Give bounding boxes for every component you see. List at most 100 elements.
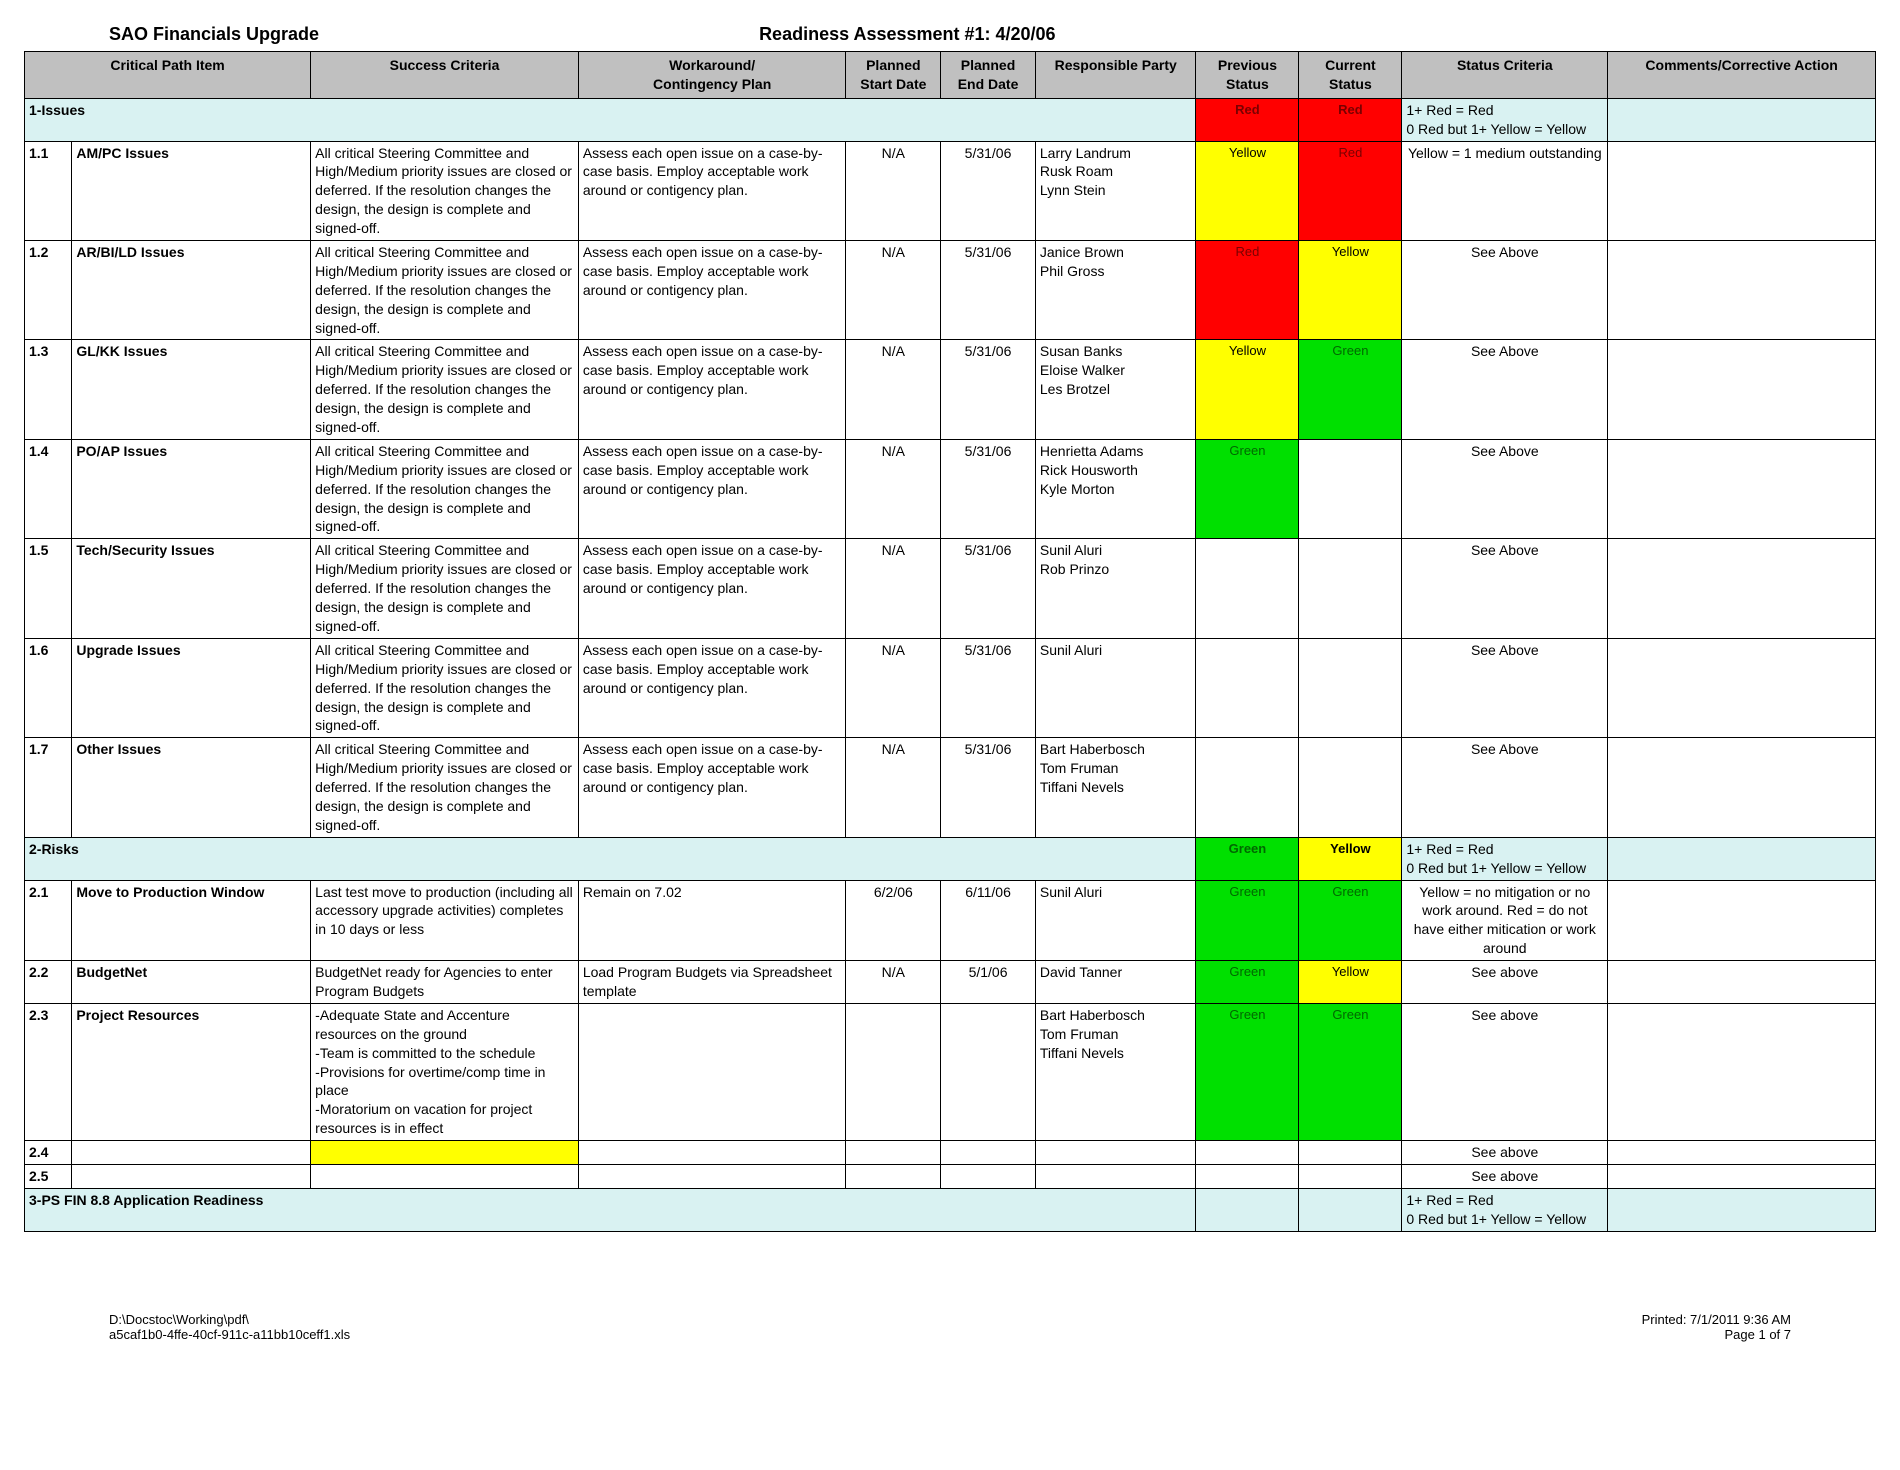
status-cell xyxy=(1299,539,1402,638)
status-criteria: Yellow = 1 medium outstanding xyxy=(1402,141,1608,240)
planned-end-date: 5/31/06 xyxy=(941,738,1036,837)
planned-end-date: 5/31/06 xyxy=(941,539,1036,638)
status-cell: Yellow xyxy=(1196,141,1299,240)
planned-end-date: 5/31/06 xyxy=(941,638,1036,737)
status-cell xyxy=(1196,539,1299,638)
success-criteria: All critical Steering Committee and High… xyxy=(311,539,579,638)
status-cell: Yellow xyxy=(1299,837,1402,880)
status-cell: Green xyxy=(1196,837,1299,880)
section-status-criteria: 1+ Red = Red0 Red but 1+ Yellow = Yellow xyxy=(1402,837,1608,880)
header-right-title: Readiness Assessment #1: 4/20/06 xyxy=(759,24,1056,45)
planned-end-date: 5/31/06 xyxy=(941,439,1036,538)
critical-path-item: BudgetNet xyxy=(72,961,311,1004)
success-criteria: All critical Steering Committee and High… xyxy=(311,340,579,439)
status-criteria: See Above xyxy=(1402,638,1608,737)
row-number: 1.2 xyxy=(25,241,72,340)
row-number: 1.4 xyxy=(25,439,72,538)
table-row: 1.7Other IssuesAll critical Steering Com… xyxy=(25,738,1876,837)
footer-filepath: D:\Docstoc\Working\pdf\ a5caf1b0-4ffe-40… xyxy=(109,1312,350,1342)
status-cell xyxy=(1299,1188,1402,1231)
planned-start-date: N/A xyxy=(846,241,941,340)
corrective-action xyxy=(1608,1141,1876,1165)
responsible-party: David Tanner xyxy=(1035,961,1196,1004)
table-row: 1.5Tech/Security IssuesAll critical Stee… xyxy=(25,539,1876,638)
table-row: 2.3Project Resources-Adequate State and … xyxy=(25,1003,1876,1140)
critical-path-item: PO/AP Issues xyxy=(72,439,311,538)
success-criteria: -Adequate State and Accenture resources … xyxy=(311,1003,579,1140)
section-row: 3-PS FIN 8.8 Application Readiness 1+ Red… xyxy=(25,1188,1876,1231)
planned-start-date: N/A xyxy=(846,961,941,1004)
success-criteria: All critical Steering Committee and High… xyxy=(311,638,579,737)
status-criteria: See above xyxy=(1402,1164,1608,1188)
critical-path-item: AR/BI/LD Issues xyxy=(72,241,311,340)
column-header: Workaround/Contingency Plan xyxy=(578,52,846,99)
workaround xyxy=(578,1164,846,1188)
footer-path-line2: a5caf1b0-4ffe-40cf-911c-a11bb10ceff1.xls xyxy=(109,1327,350,1342)
table-row: 2.5See above xyxy=(25,1164,1876,1188)
responsible-party: Sunil Aluri xyxy=(1035,880,1196,961)
corrective-action xyxy=(1608,880,1876,961)
planned-end-date: 6/11/06 xyxy=(941,880,1036,961)
critical-path-item: Project Resources xyxy=(72,1003,311,1140)
section-status-criteria: 1+ Red = Red0 Red but 1+ Yellow = Yellow xyxy=(1402,1188,1608,1231)
planned-start-date: 6/2/06 xyxy=(846,880,941,961)
corrective-action xyxy=(1608,1003,1876,1140)
status-cell xyxy=(1299,1141,1402,1165)
status-cell xyxy=(1299,439,1402,538)
workaround: Assess each open issue on a case-by-case… xyxy=(578,340,846,439)
corrective-action xyxy=(1608,961,1876,1004)
corrective-action xyxy=(1608,241,1876,340)
section-corrective xyxy=(1608,1188,1876,1231)
critical-path-item xyxy=(72,1141,311,1165)
row-number: 1.7 xyxy=(25,738,72,837)
footer-page: Page 1 of 7 xyxy=(1642,1327,1791,1342)
status-cell xyxy=(1196,738,1299,837)
status-cell: Red xyxy=(1299,141,1402,240)
workaround xyxy=(578,1003,846,1140)
status-cell xyxy=(1196,638,1299,737)
success-criteria: Last test move to production (including … xyxy=(311,880,579,961)
planned-end-date: 5/31/06 xyxy=(941,141,1036,240)
workaround: Assess each open issue on a case-by-case… xyxy=(578,539,846,638)
responsible-party: Bart HaberboschTom FrumanTiffani Nevels xyxy=(1035,738,1196,837)
status-cell: Red xyxy=(1196,98,1299,141)
table-row: 1.2AR/BI/LD IssuesAll critical Steering … xyxy=(25,241,1876,340)
status-cell: Green xyxy=(1196,439,1299,538)
workaround: Assess each open issue on a case-by-case… xyxy=(578,241,846,340)
status-cell xyxy=(1196,1188,1299,1231)
critical-path-item: AM/PC Issues xyxy=(72,141,311,240)
row-number: 1.6 xyxy=(25,638,72,737)
footer-printed: Printed: 7/1/2011 9:36 AM xyxy=(1642,1312,1791,1327)
table-header: Critical Path ItemSuccess CriteriaWorkar… xyxy=(25,52,1876,99)
status-cell: Yellow xyxy=(1299,961,1402,1004)
success-criteria: All critical Steering Committee and High… xyxy=(311,439,579,538)
section-row: 1-IssuesRedRed1+ Red = Red0 Red but 1+ Y… xyxy=(25,98,1876,141)
corrective-action xyxy=(1608,539,1876,638)
planned-start-date: N/A xyxy=(846,340,941,439)
status-cell: Green xyxy=(1196,1003,1299,1140)
responsible-party: Sunil Aluri xyxy=(1035,638,1196,737)
column-header: Responsible Party xyxy=(1035,52,1196,99)
table-row: 2.2BudgetNetBudgetNet ready for Agencies… xyxy=(25,961,1876,1004)
responsible-party: Janice BrownPhil Gross xyxy=(1035,241,1196,340)
critical-path-item: GL/KK Issues xyxy=(72,340,311,439)
planned-start-date: N/A xyxy=(846,439,941,538)
status-cell: Green xyxy=(1196,961,1299,1004)
section-label: 3-PS FIN 8.8 Application Readiness xyxy=(25,1188,1196,1231)
row-number: 2.3 xyxy=(25,1003,72,1140)
section-label: 1-Issues xyxy=(25,98,1196,141)
footer-path-line1: D:\Docstoc\Working\pdf\ xyxy=(109,1312,350,1327)
row-number: 2.4 xyxy=(25,1141,72,1165)
row-number: 2.1 xyxy=(25,880,72,961)
column-header: PlannedEnd Date xyxy=(941,52,1036,99)
header-left-title: SAO Financials Upgrade xyxy=(109,24,319,45)
responsible-party: Susan BanksEloise WalkerLes Brotzel xyxy=(1035,340,1196,439)
planned-start-date: N/A xyxy=(846,638,941,737)
critical-path-item xyxy=(72,1164,311,1188)
table-row: 2.1Move to Production WindowLast test mo… xyxy=(25,880,1876,961)
status-criteria: See above xyxy=(1402,1141,1608,1165)
status-cell: Yellow xyxy=(1196,340,1299,439)
status-cell xyxy=(1196,1141,1299,1165)
planned-start-date xyxy=(846,1141,941,1165)
column-header: Success Criteria xyxy=(311,52,579,99)
